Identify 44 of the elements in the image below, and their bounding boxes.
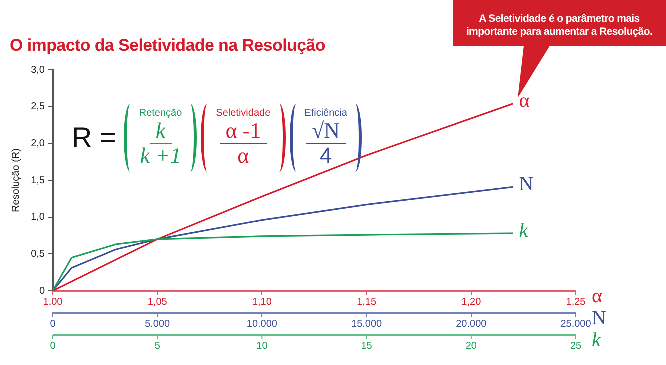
x2-tick-label: 25.000: [560, 318, 592, 330]
annotation: Seletividade: [216, 108, 271, 119]
x-axis-title: k: [592, 329, 602, 352]
y-tick-label: 1,5: [31, 175, 46, 186]
x-tick-label: 1,25: [566, 296, 586, 308]
x-tick-label: 1,00: [43, 296, 64, 308]
x-tick-label: 1,10: [252, 296, 272, 308]
x2-tick-label: 20.000: [456, 318, 488, 330]
x-tick-label: 10: [256, 340, 268, 352]
y-tick-label: 0,5: [31, 248, 46, 260]
x-tick-label: 15: [361, 340, 373, 352]
annotation: R =: [72, 122, 116, 154]
x-tick-label: 1,20: [462, 296, 482, 308]
x-tick-label: 1,15: [357, 296, 377, 308]
annotation: α: [238, 143, 250, 168]
x-tick-label: 25: [570, 340, 582, 352]
y-tick-label: 2,5: [31, 102, 46, 113]
y-tick-label: 3,0: [31, 64, 46, 76]
text: A Seletividade é o parâmetro mais importante para aumentar a Resolução.: [465, 12, 654, 40]
annotation: Retenção: [139, 108, 182, 119]
x2-tick-label: 0: [50, 318, 56, 330]
x2-tick-label: 15.000: [352, 318, 383, 330]
y-axis-title: Resolução (R): [10, 148, 22, 212]
annotation: Eficiência: [304, 108, 348, 119]
x2-axis-title: N: [592, 307, 606, 330]
chart-title: O impacto da Seletividade na Resolução: [10, 36, 326, 56]
annotation: k +1: [140, 143, 182, 168]
x-axis-title: α: [592, 285, 603, 308]
annotation: k: [150, 118, 172, 144]
x-tick-label: 1,05: [148, 296, 168, 308]
annotation: 4: [320, 143, 332, 168]
series-label: k: [519, 220, 530, 242]
x-tick-label: 20: [466, 340, 478, 352]
y-tick-label: 1,0: [31, 212, 46, 224]
annotation: √N: [306, 118, 346, 144]
y-tick-label: 2,0: [31, 138, 46, 150]
x-tick-label: 5: [154, 340, 161, 352]
x2-tick-label: 5.000: [145, 318, 171, 330]
y-tick-label: 0: [39, 286, 46, 297]
annotation: α -1: [220, 118, 268, 144]
series-label: N: [519, 173, 534, 196]
series-label: α: [519, 90, 530, 112]
x-tick-label: 0: [50, 340, 56, 352]
x2-tick-label: 10.000: [246, 318, 278, 330]
